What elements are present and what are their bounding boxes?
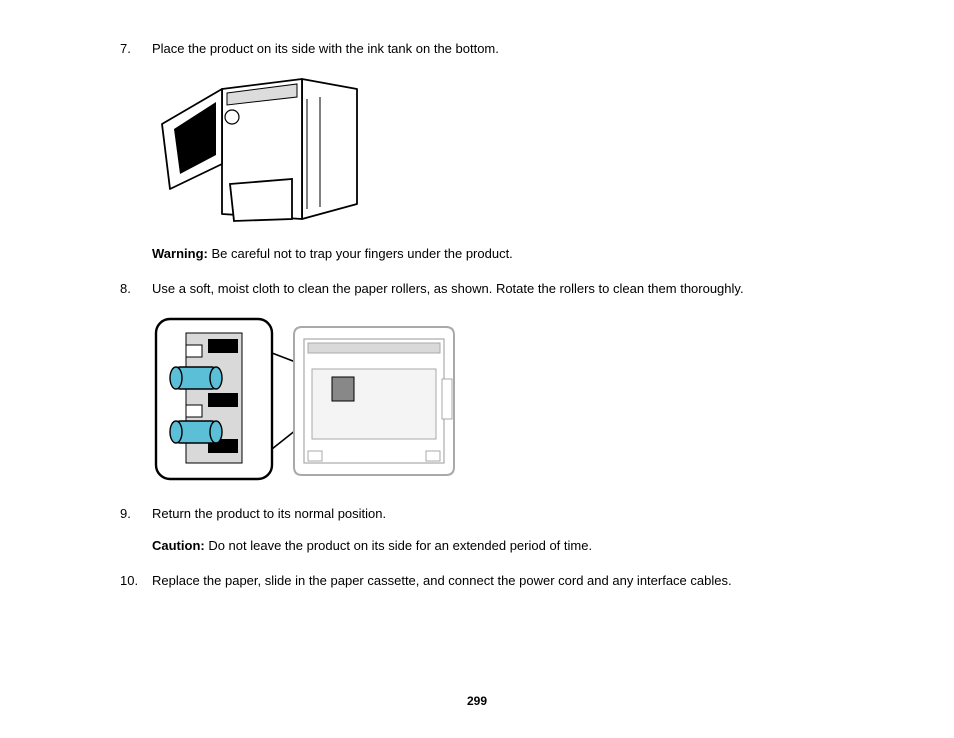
step-7: 7. Place the product on its side with th… [120, 40, 834, 264]
steps-list: 7. Place the product on its side with th… [120, 40, 834, 591]
step-text: Use a soft, moist cloth to clean the pap… [152, 281, 744, 296]
step-text: Replace the paper, slide in the paper ca… [152, 573, 732, 588]
rollers-illustration [152, 309, 462, 489]
step-8: 8. Use a soft, moist cloth to clean the … [120, 280, 834, 489]
step-text: Return the product to its normal positio… [152, 506, 386, 521]
manual-page: 7. Place the product on its side with th… [0, 0, 954, 738]
step-number: 10. [120, 572, 148, 591]
caution-text: Do not leave the product on its side for… [205, 538, 592, 553]
step-10: 10. Replace the paper, slide in the pape… [120, 572, 834, 591]
step-number: 9. [120, 505, 148, 524]
caution-label: Caution: [152, 538, 205, 553]
step-9: 9. Return the product to its normal posi… [120, 505, 834, 557]
caution-block: Caution: Do not leave the product on its… [152, 537, 834, 556]
figure-printer-on-side [152, 69, 834, 229]
figure-rollers [152, 309, 834, 489]
step-number: 7. [120, 40, 148, 59]
printer-side-illustration [152, 69, 372, 229]
warning-text: Be careful not to trap your fingers unde… [208, 246, 513, 261]
step-text: Place the product on its side with the i… [152, 41, 499, 56]
page-number: 299 [0, 693, 954, 710]
step-number: 8. [120, 280, 148, 299]
warning-block: Warning: Be careful not to trap your fin… [152, 245, 834, 264]
warning-label: Warning: [152, 246, 208, 261]
